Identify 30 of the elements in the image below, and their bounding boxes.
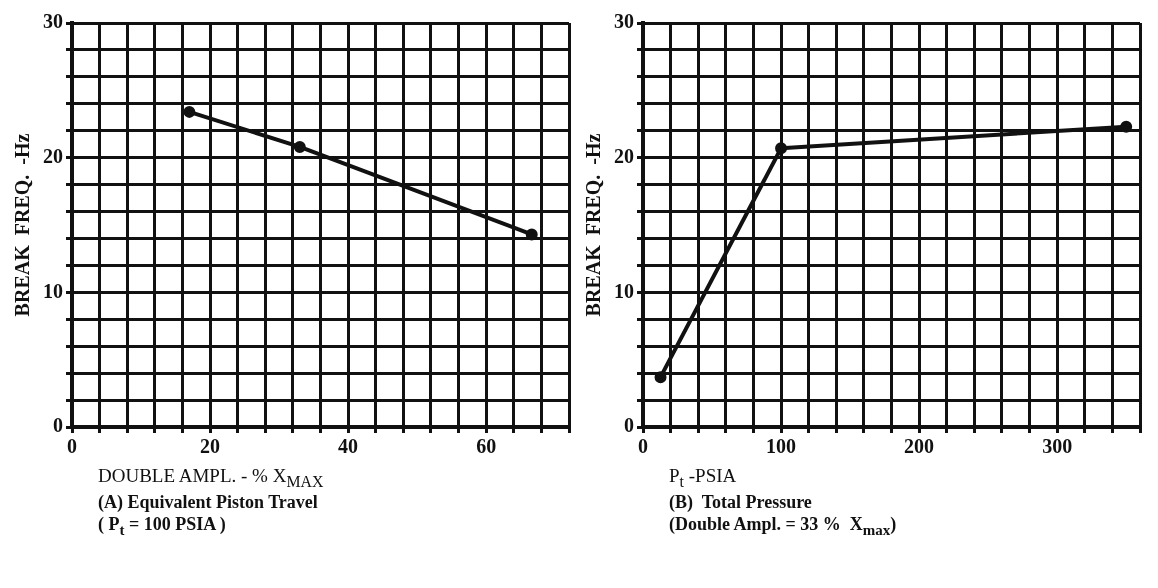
y-axis-title: BREAK FREQ. -Hz — [11, 133, 34, 317]
point — [654, 371, 667, 384]
x-axis-title: P$_{t}$ -PSIA — [669, 465, 738, 491]
y-tick-label: 30 — [43, 10, 63, 33]
y-tick-label: 0 — [53, 414, 63, 437]
point — [293, 140, 306, 153]
text: (Double Ampl. = 33 % X$_{max}$) — [669, 512, 898, 540]
x-tick-label: 100 — [766, 435, 797, 458]
text: (A) Equivalent Piston Travel — [98, 490, 319, 513]
x-tick-label: 0 — [638, 435, 648, 458]
y-tick-label: 20 — [43, 144, 63, 167]
x-tick-label: 0 — [67, 435, 77, 458]
y-axis-title: BREAK FREQ. -Hz — [582, 133, 605, 317]
x-tick-label: 20 — [200, 435, 221, 458]
y-tick-label: 10 — [614, 279, 634, 302]
text: (B) Total Pressure — [669, 490, 813, 513]
point — [525, 228, 538, 241]
x-tick-label: 300 — [1042, 435, 1073, 458]
x-axis-title: DOUBLE AMPL. - % X$_{MAX}$ — [98, 465, 325, 491]
y-tick-label: 30 — [614, 10, 634, 33]
y-tick-label: 0 — [624, 414, 634, 437]
point — [775, 142, 788, 155]
y-tick-label: 10 — [43, 279, 63, 302]
point — [183, 105, 196, 118]
x-tick-label: 200 — [904, 435, 935, 458]
x-tick-label: 60 — [476, 435, 497, 458]
y-tick-label: 20 — [614, 144, 634, 167]
point — [1120, 120, 1133, 133]
text: ( P$_{t}$ = 100 PSIA ) — [98, 512, 227, 540]
x-tick-label: 40 — [338, 435, 359, 458]
